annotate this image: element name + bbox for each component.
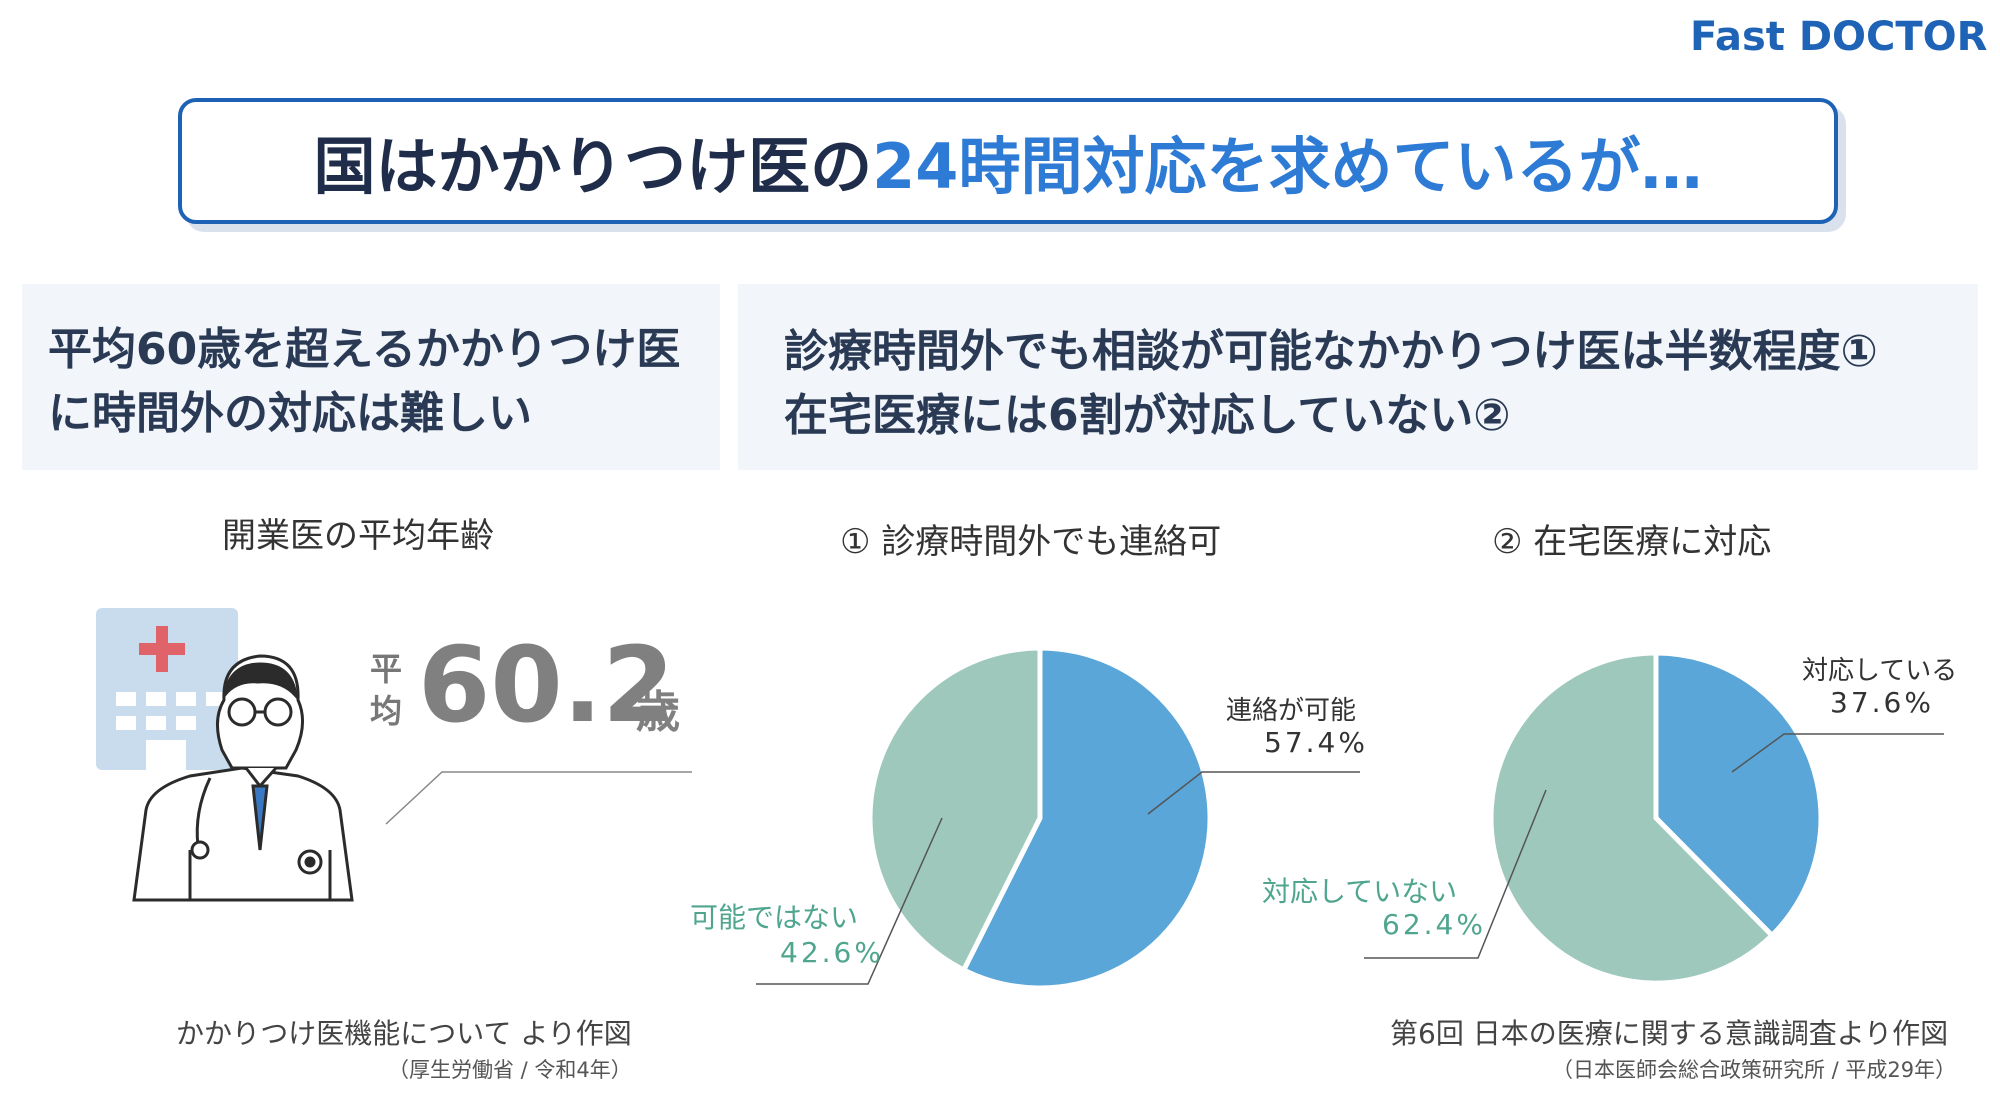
source-left-main: かかりつけ医機能について より作図 bbox=[176, 1017, 632, 1050]
avg-age-label: 平均 bbox=[369, 650, 402, 730]
title-part2: 24時間対応を求めているが… bbox=[872, 130, 1703, 203]
pie-slice-2 bbox=[1488, 650, 1776, 986]
pie2-title: ② 在宅医療に対応 bbox=[1492, 522, 1772, 562]
pie-slice-1 bbox=[960, 645, 1213, 991]
right-summary-line1: 診療時間外でも相談が可能なかかりつけ医は半数程度① bbox=[784, 326, 1878, 377]
avg-age-value: 60.2 bbox=[418, 624, 675, 746]
pie1-slice1-value: 57.4% bbox=[1264, 726, 1368, 759]
leader-line-1 bbox=[1147, 771, 1360, 815]
pie1-slice2-label: 可能ではない bbox=[690, 901, 859, 934]
left-summary-line1: 平均60歳を超えるかかりつけ医 bbox=[48, 324, 681, 375]
pie1-title: ① 診療時間外でも連絡可 bbox=[840, 522, 1222, 562]
left-summary-line2: に時間外の対応は難しい bbox=[48, 388, 532, 439]
pie1-slice1-label: 連絡が可能 bbox=[1226, 696, 1357, 726]
source-left-sub: （厚生労働省 / 令和4年） bbox=[388, 1058, 632, 1082]
leader-line-1 bbox=[1731, 733, 1944, 773]
page-title: 国はかかりつけ医の 24時間対応を求めているが… bbox=[178, 98, 1838, 224]
pie-chart-2 bbox=[1364, 650, 1944, 986]
source-right-sub: （日本医師会総合政策研究所 / 平成29年） bbox=[1552, 1058, 1957, 1082]
left-summary-panel: 平均60歳を超えるかかりつけ医 に時間外の対応は難しい bbox=[22, 284, 720, 470]
pie-chart-1 bbox=[756, 645, 1360, 991]
hospital-icon bbox=[96, 608, 238, 770]
pie-slice-1 bbox=[1653, 650, 1824, 939]
avg-callout-line bbox=[385, 771, 692, 825]
pie-slice-2 bbox=[867, 645, 1043, 974]
right-summary-line2: 在宅医療には6割が対応していない② bbox=[784, 390, 1511, 441]
pie1-slice2-value: 42.6% bbox=[780, 936, 884, 969]
pie2-slice2-value: 62.4% bbox=[1382, 908, 1486, 941]
title-part1: 国はかかりつけ医の bbox=[313, 130, 873, 203]
source-right-main: 第6回 日本の医療に関する意識調査より作図 bbox=[1390, 1017, 1949, 1050]
avg-age-heading: 開業医の平均年齢 bbox=[222, 516, 494, 556]
pie2-slice1-label: 対応している bbox=[1802, 656, 1958, 686]
right-summary-panel: 診療時間外でも相談が可能なかかりつけ医は半数程度① 在宅医療には6割が対応してい… bbox=[738, 284, 1978, 470]
doctor-illustration bbox=[96, 608, 354, 902]
leader-line-2 bbox=[1364, 789, 1547, 959]
leader-line-2 bbox=[756, 817, 943, 985]
doctor-icon bbox=[132, 654, 354, 902]
avg-age-unit: 歳 bbox=[636, 687, 680, 738]
pie2-slice1-value: 37.6% bbox=[1830, 686, 1934, 719]
brand-logo: Fast DOCTOR bbox=[1690, 14, 1988, 60]
pie2-slice2-label: 対応していない bbox=[1262, 875, 1458, 908]
